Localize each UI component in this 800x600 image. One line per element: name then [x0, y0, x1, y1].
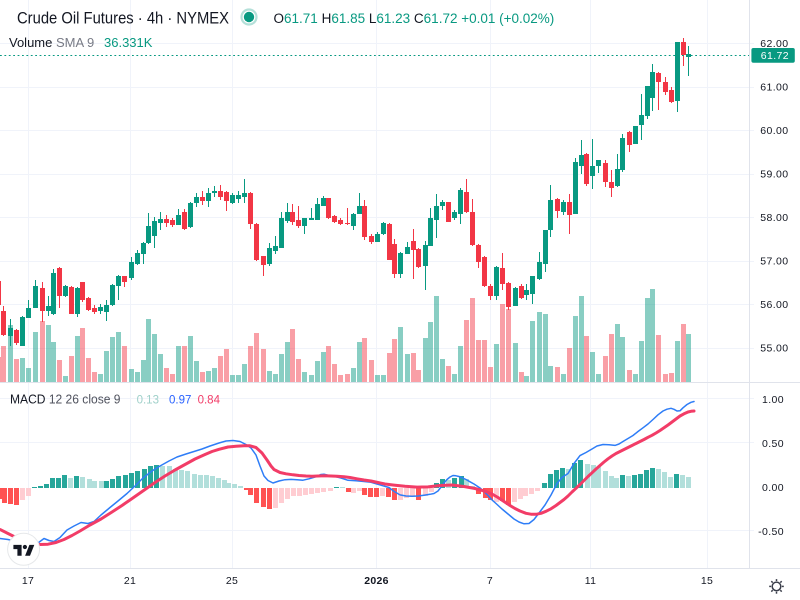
svg-text:0.00: 0.00 — [762, 482, 784, 494]
svg-text:0.50: 0.50 — [762, 438, 784, 450]
svg-text:17: 17 — [22, 575, 34, 587]
svg-text:0.97: 0.97 — [169, 395, 191, 407]
svg-text:-0.50: -0.50 — [758, 526, 784, 538]
svg-text:0.84: 0.84 — [198, 395, 221, 407]
svg-text:61.00: 61.00 — [760, 82, 788, 94]
svg-text:Crude Oil Futures · 4h · NYMEX: Crude Oil Futures · 4h · NYMEX — [17, 9, 229, 28]
svg-text:62.00: 62.00 — [760, 38, 788, 50]
svg-text:58.00: 58.00 — [760, 212, 788, 224]
svg-text:56.00: 56.00 — [760, 299, 788, 311]
svg-text:61.72: 61.72 — [761, 50, 789, 62]
svg-text:55.00: 55.00 — [760, 343, 788, 355]
svg-text:Volume SMA 9: Volume SMA 9 — [9, 35, 94, 50]
svg-text:59.00: 59.00 — [760, 169, 788, 181]
svg-text:25: 25 — [226, 575, 238, 587]
svg-text:1.00: 1.00 — [762, 394, 784, 406]
svg-text:21: 21 — [124, 575, 136, 587]
svg-text:15: 15 — [701, 575, 713, 587]
svg-text:11: 11 — [585, 575, 597, 587]
svg-text:0.13: 0.13 — [137, 395, 159, 407]
svg-text:36.331K: 36.331K — [104, 35, 153, 50]
svg-text:57.00: 57.00 — [760, 256, 788, 268]
svg-text:MACD 12 26 close 9: MACD 12 26 close 9 — [10, 392, 121, 407]
svg-text:O61.71 H61.85 L61.23 C61.72 +0: O61.71 H61.85 L61.23 C61.72 +0.01 (+0.02… — [274, 11, 555, 26]
svg-text:2026: 2026 — [364, 575, 389, 587]
svg-text:7: 7 — [487, 575, 493, 587]
svg-text:60.00: 60.00 — [760, 125, 788, 137]
